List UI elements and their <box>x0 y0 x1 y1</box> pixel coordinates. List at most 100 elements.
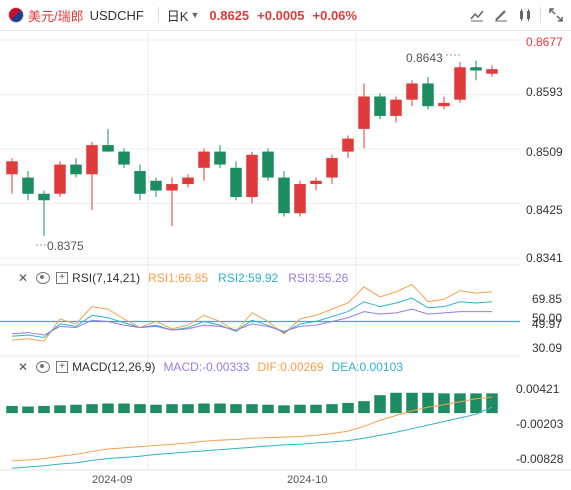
candle-body <box>198 151 210 168</box>
divider <box>157 7 159 23</box>
rsi-legend: ✕ + RSI(7,14,21) RSI1:66.85 RSI2:59.92 R… <box>0 269 348 287</box>
macd-bar <box>390 392 402 414</box>
candle-body <box>150 180 162 191</box>
macd-bar <box>294 404 306 414</box>
macd-bar <box>182 404 194 414</box>
candle-body <box>358 96 370 129</box>
candle-body <box>54 164 66 194</box>
macd-bar <box>422 392 434 414</box>
settings-icon[interactable] <box>516 6 534 24</box>
y-tick-label: 0.8677 <box>526 35 563 49</box>
macd-bar <box>438 393 450 414</box>
candle-body <box>246 154 258 198</box>
macd-bar <box>486 393 498 414</box>
macd-bar <box>54 405 66 414</box>
chevron-down-icon[interactable]: ▼ <box>190 10 200 20</box>
pair-name[interactable]: 美元/瑞郎 <box>28 8 84 24</box>
macd-bar <box>86 404 98 414</box>
macd-bar <box>118 403 130 414</box>
dif-value: DIF:0.00269 <box>257 360 324 374</box>
y-tick-label: 0.8509 <box>526 145 563 159</box>
eye-icon[interactable] <box>36 361 51 373</box>
macd-bar <box>246 404 258 414</box>
macd-bar <box>262 404 274 414</box>
y-tick-label: 30.09 <box>532 341 562 355</box>
macd-bar <box>70 404 82 414</box>
macd-grid <box>0 355 571 471</box>
candle-body <box>406 83 418 100</box>
macd-bar <box>198 403 210 414</box>
candle-body <box>6 161 18 175</box>
rsi1-value: RSI1:66.85 <box>148 271 209 285</box>
candle-body <box>470 67 482 71</box>
macd-bar <box>22 406 34 414</box>
period-selector[interactable]: 日K <box>166 8 189 24</box>
macd-bar <box>342 402 354 414</box>
candle-body <box>310 180 322 185</box>
candle-body <box>390 99 402 116</box>
rsi-series-line <box>11 308 492 336</box>
dif-line <box>11 396 493 462</box>
line-tool-icon[interactable] <box>468 6 486 24</box>
rsi-series-line <box>11 283 493 342</box>
dea-line <box>11 406 493 469</box>
candle-body <box>230 167 242 198</box>
chart-header: 美元/瑞郎 USDCHF 日K ▼ 0.8625 +0.0005 +0.06% <box>0 0 571 31</box>
candle-body <box>38 193 50 201</box>
low-marker-label: 0.8375 <box>47 239 84 253</box>
fullscreen-icon[interactable] <box>547 6 565 24</box>
main-y-axis: 0.8677 0.8593 0.8509 0.8425 0.8341 <box>526 35 563 265</box>
macd-bar <box>358 401 370 414</box>
y-tick-label: 49.97 <box>532 317 562 331</box>
last-price: 0.8625 <box>209 7 250 23</box>
toolbar <box>462 6 565 24</box>
divider <box>540 7 541 23</box>
candle-body <box>166 184 178 191</box>
x-tick-label: 2024-10 <box>287 474 327 486</box>
y-tick-label: 0.8425 <box>526 203 563 217</box>
close-icon[interactable]: ✕ <box>18 360 29 374</box>
candle-body <box>134 171 146 194</box>
plus-icon[interactable]: + <box>56 272 69 284</box>
currency-flag-icon <box>8 7 24 23</box>
macd-bar <box>374 395 386 414</box>
macd-name[interactable]: MACD(12,26,9) <box>72 360 156 374</box>
y-tick-label: 0.8593 <box>526 85 563 99</box>
candle-body <box>486 69 498 74</box>
candle-body <box>70 164 82 175</box>
candle-body <box>422 83 434 107</box>
macd-bar <box>150 404 162 414</box>
macd-value: MACD:-0.00333 <box>163 360 250 374</box>
candle-body <box>326 158 338 178</box>
price-change: +0.0005 <box>257 7 305 23</box>
candlesticks <box>6 60 498 236</box>
macd-histogram <box>6 392 498 414</box>
eye-icon[interactable] <box>36 272 51 284</box>
candle-body <box>214 151 226 165</box>
rsi2-value: RSI2:59.92 <box>218 271 279 285</box>
close-icon[interactable]: ✕ <box>18 271 29 285</box>
y-tick-label: -0.00828 <box>516 452 564 466</box>
dea-value: DEA:0.00103 <box>331 360 403 374</box>
rsi3-value: RSI3:55.26 <box>288 271 349 285</box>
candle-body <box>278 177 290 214</box>
rsi-grid <box>0 264 520 323</box>
candle-body <box>294 184 306 214</box>
macd-bar <box>310 404 322 414</box>
price-change-pct: +0.06% <box>312 7 357 23</box>
macd-bar <box>454 393 466 414</box>
macd-bar <box>230 404 242 414</box>
plus-icon[interactable]: + <box>56 361 69 373</box>
candle-body <box>22 177 34 194</box>
x-tick-label: 2024-09 <box>92 474 132 486</box>
rsi-name[interactable]: RSI(7,14,21) <box>72 271 141 285</box>
candle-body <box>454 67 466 100</box>
y-tick-label: 0.8341 <box>526 251 563 265</box>
candle-body <box>438 102 450 107</box>
y-tick-label: -0.00203 <box>516 417 564 431</box>
candle-body <box>262 151 274 178</box>
macd-bar <box>406 392 418 414</box>
macd-bar <box>38 405 50 414</box>
draw-tool-icon[interactable] <box>492 6 510 24</box>
